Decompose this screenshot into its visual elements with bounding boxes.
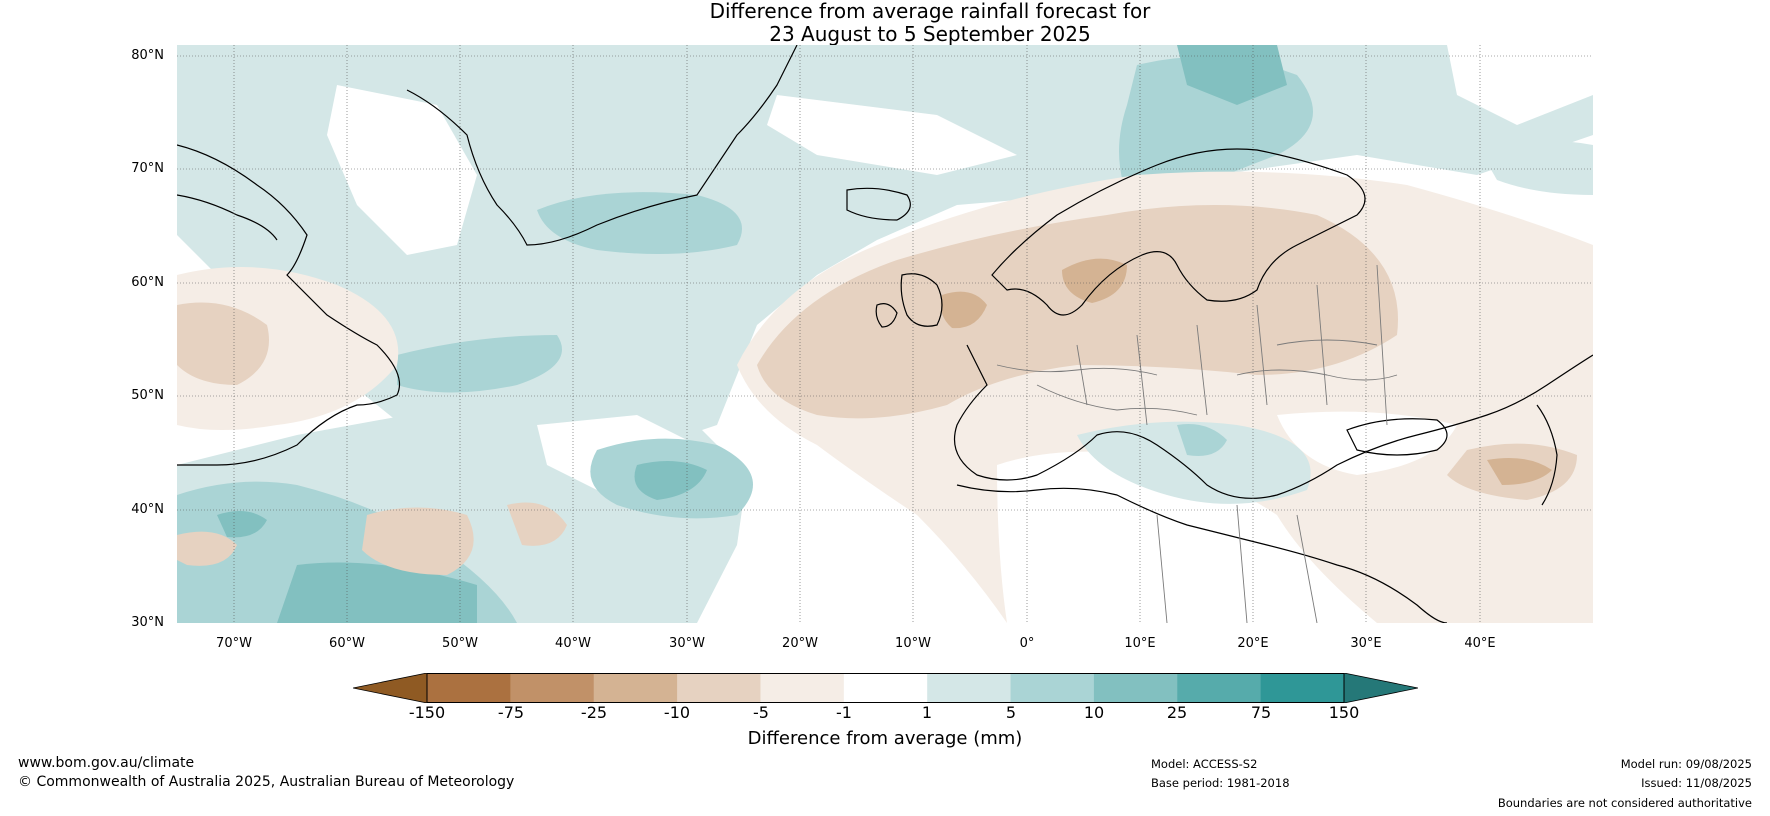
colorbar-swatch (1093, 673, 1178, 703)
colorbar-tick: -25 (580, 703, 608, 722)
colorbar-swatch (760, 673, 845, 703)
colorbar-tick: 10 (1083, 703, 1105, 722)
colorbar-tick: -1 (836, 703, 852, 722)
colorbar-tick: -150 (408, 703, 446, 722)
colorbar-swatch (427, 673, 511, 703)
caspian-dry-core (1487, 457, 1552, 485)
boundaries-disclaimer: Boundaries are not considered authoritat… (1497, 796, 1752, 810)
colorbar-swatch (593, 673, 678, 703)
mid-atlantic-teal (397, 335, 562, 393)
map-canvas (177, 45, 1593, 623)
colorbar-label: Difference from average (mm) (747, 728, 1023, 749)
colorbar-tick: 25 (1166, 703, 1188, 722)
colorbar-tick: 1 (921, 703, 933, 722)
labrador-dry (177, 302, 269, 385)
lon-label-10w: 10°W (895, 636, 931, 651)
colorbar-extend-high (1343, 673, 1418, 703)
colorbar (353, 673, 1418, 703)
normal-zone-1 (327, 85, 477, 255)
map-title-line-2: 23 August to 5 September 2025 (769, 22, 1091, 46)
colorbar-tick: -75 (497, 703, 525, 722)
normal-zone-2 (767, 95, 1017, 175)
model-name: Model: ACCESS-S2 (1151, 757, 1258, 771)
lon-label-70w: 70°W (216, 636, 252, 651)
colorbar-swatch (677, 673, 761, 703)
lat-label-80n: 80°N (131, 48, 164, 63)
colorbar-tick: 75 (1250, 703, 1272, 722)
lon-label-40w: 40°W (555, 636, 591, 651)
issued-date: Issued: 11/08/2025 (1641, 776, 1752, 790)
map-gridlines (177, 45, 1593, 623)
black-sea-normal (1277, 411, 1457, 475)
lon-label-10e: 10°E (1124, 636, 1156, 651)
west-atlantic-teal-core (277, 562, 477, 623)
colorbar-swatch (843, 673, 928, 703)
subtropical-teal-core (634, 461, 707, 500)
greenland-sea-teal (537, 192, 742, 254)
lon-label-30w: 30°W (669, 636, 705, 651)
atlantic-dry-blob-3 (177, 531, 237, 566)
atlantic-dry-blob-2 (507, 502, 567, 546)
rainfall-anomaly-map (177, 45, 1593, 623)
lon-label-50w: 50°W (442, 636, 478, 651)
lat-label-40n: 40°N (131, 502, 164, 517)
lon-label-60w: 60°W (329, 636, 365, 651)
colorbar-tick: 150 (1328, 703, 1360, 722)
lon-label-30e: 30°E (1350, 636, 1382, 651)
lon-label-20e: 20°E (1237, 636, 1269, 651)
colorbar-extend-low (353, 673, 428, 703)
lat-label-60n: 60°N (131, 275, 164, 290)
lon-label-0: 0° (1019, 636, 1035, 651)
normal-zone-3 (1447, 45, 1593, 125)
copyright-text: © Commonwealth of Australia 2025, Austra… (18, 774, 515, 790)
carolina-teal (217, 511, 267, 538)
atlantic-dry-blob-1 (362, 507, 474, 575)
colorbar-swatch (1177, 673, 1262, 703)
colorbar-tick: 5 (1005, 703, 1017, 722)
lat-label-70n: 70°N (131, 161, 164, 176)
base-period: Base period: 1981-2018 (1151, 776, 1290, 790)
colorbar-swatch (510, 673, 595, 703)
colorbar-swatch (927, 673, 1012, 703)
colorbar-swatch (1010, 673, 1095, 703)
lon-label-20w: 20°W (782, 636, 818, 651)
model-run-date: Model run: 09/08/2025 (1620, 757, 1752, 771)
adriatic-teal (1177, 424, 1227, 456)
colorbar-swatch (1260, 673, 1345, 703)
svalbard-teal (1177, 45, 1287, 105)
lat-label-30n: 30°N (131, 615, 164, 630)
norway-dry-core (1062, 258, 1127, 303)
map-title-line-1: Difference from average rainfall forecas… (709, 0, 1151, 23)
lon-label-40e: 40°E (1464, 636, 1496, 651)
scandinavia-dry (757, 205, 1398, 419)
colorbar-tick: -5 (753, 703, 769, 722)
italy-balkans-wet (1077, 421, 1311, 504)
scotland-dry-core (940, 291, 987, 329)
country-borders (996, 264, 1398, 623)
website-url: www.bom.gov.au/climate (18, 755, 195, 771)
north-africa-normal (997, 451, 1377, 623)
arctic-russia-wet (1477, 140, 1593, 195)
coastlines (177, 45, 1593, 623)
colorbar-tick: -10 (663, 703, 691, 722)
lat-label-50n: 50°N (131, 388, 164, 403)
